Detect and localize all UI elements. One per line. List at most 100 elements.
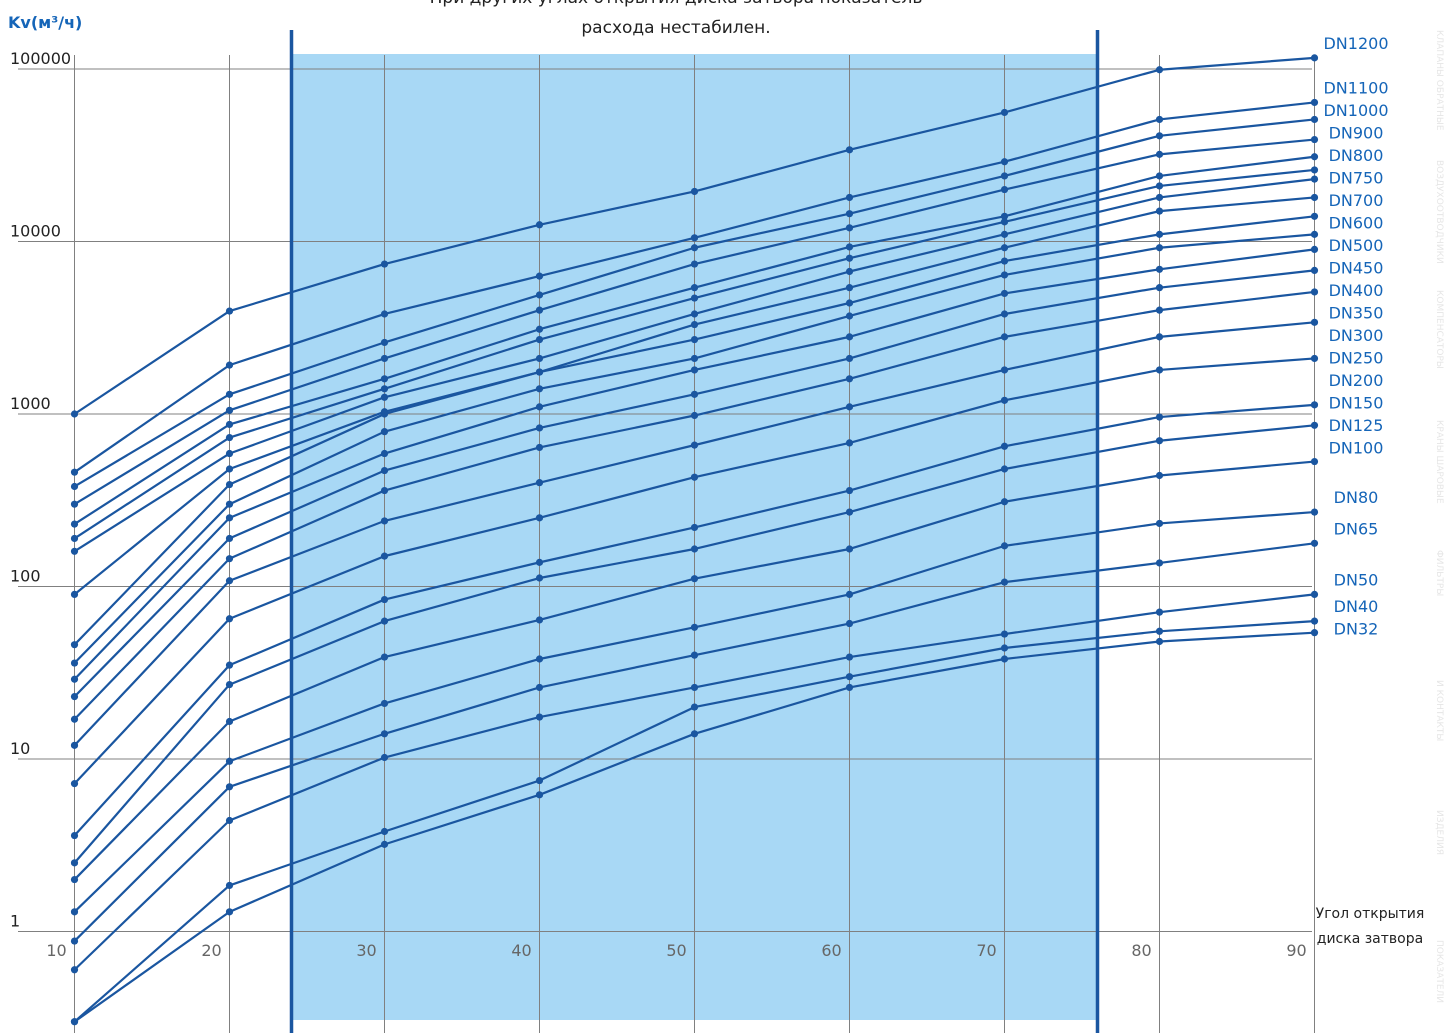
data-point-DN250-20	[225, 577, 234, 585]
data-point-DN500-80	[1155, 230, 1164, 238]
data-point-DN450-90	[1310, 230, 1319, 238]
data-point-DN50-80	[1155, 608, 1164, 616]
data-point-DN32-10	[70, 1018, 79, 1026]
data-point-DN800-30	[380, 375, 389, 383]
data-point-DN350-80	[1155, 284, 1164, 292]
series-label-DN350: DN350	[1329, 303, 1384, 322]
data-point-DN150-20	[225, 661, 234, 669]
data-point-DN350-50	[690, 390, 699, 398]
data-point-DN100-40	[535, 616, 544, 624]
data-point-DN40-20	[225, 881, 234, 890]
data-point-DN200-50	[690, 473, 699, 481]
data-point-DN600-50	[690, 320, 699, 329]
data-point-DN400-70	[1000, 289, 1009, 298]
data-point-DN1200-20	[225, 307, 234, 315]
data-point-DN32-50	[690, 730, 699, 738]
data-point-DN80-50	[690, 623, 699, 631]
data-point-DN1200-80	[1155, 66, 1164, 74]
data-point-DN250-80	[1155, 333, 1164, 341]
side-tab-4: КРАНЫ ШАРОВЫЕ	[1434, 420, 1444, 504]
data-point-DN700-70	[1000, 230, 1009, 238]
data-point-DN125-60	[845, 508, 854, 516]
data-point-DN750-90	[1310, 166, 1319, 174]
data-point-DN450-10	[70, 659, 79, 667]
data-point-DN40-30	[380, 827, 389, 836]
data-point-DN700-80	[1155, 193, 1164, 202]
data-point-DN80-10	[70, 908, 79, 916]
data-point-DN80-40	[535, 655, 544, 663]
side-tab-1: КЛАПАНЫ ОБРАТНЫЕ	[1434, 30, 1444, 131]
data-point-DN32-70	[1000, 655, 1009, 663]
data-point-DN450-40	[535, 385, 544, 393]
data-point-DN250-90	[1310, 318, 1319, 326]
data-point-DN200-70	[1000, 396, 1009, 404]
data-point-DN150-60	[845, 486, 854, 495]
series-label-DN800: DN800	[1329, 146, 1384, 165]
series-label-DN80: DN80	[1334, 488, 1379, 507]
data-point-DN600-20	[225, 465, 234, 473]
x-tick-label-80: 80	[1131, 941, 1151, 960]
data-point-DN800-70	[1000, 212, 1009, 220]
data-point-DN100-60	[845, 545, 854, 553]
series-label-DN65: DN65	[1334, 519, 1379, 538]
data-point-DN450-30	[380, 428, 389, 436]
data-point-DN350-60	[845, 354, 854, 363]
x-axis-title-line-1: Угол открытия	[1316, 906, 1425, 922]
data-point-DN750-80	[1155, 182, 1164, 190]
data-point-DN400-10	[70, 675, 79, 683]
data-point-DN300-60	[845, 375, 854, 383]
data-point-DN250-70	[1000, 366, 1009, 374]
data-point-DN500-30	[380, 410, 389, 418]
data-point-DN65-50	[690, 651, 699, 659]
data-point-DN200-10	[70, 780, 79, 788]
data-point-DN800-10	[70, 520, 79, 528]
data-point-DN800-90	[1310, 153, 1319, 161]
y-tick-label-10: 10	[10, 739, 30, 758]
data-point-DN400-50	[690, 366, 699, 374]
data-point-DN500-20	[225, 480, 234, 489]
x-tick-label-70: 70	[976, 941, 996, 960]
data-point-DN65-90	[1310, 539, 1319, 547]
y-tick-label-1000: 1000	[10, 394, 51, 413]
data-point-DN80-70	[1000, 542, 1009, 550]
data-point-DN450-70	[1000, 271, 1009, 279]
data-point-DN450-80	[1155, 244, 1164, 252]
data-point-DN300-20	[225, 555, 234, 563]
data-point-DN65-70	[1000, 578, 1009, 586]
data-point-DN125-80	[1155, 437, 1164, 445]
data-point-DN600-60	[845, 284, 854, 292]
data-point-DN500-60	[845, 299, 854, 307]
data-point-DN80-20	[225, 757, 234, 765]
data-point-DN800-80	[1155, 172, 1164, 180]
data-point-DN1000-30	[380, 338, 389, 347]
data-point-DN65-60	[845, 619, 854, 628]
data-point-DN350-90	[1310, 266, 1319, 274]
data-point-DN300-40	[535, 443, 544, 452]
series-label-DN400: DN400	[1329, 281, 1384, 300]
data-point-DN300-10	[70, 715, 79, 723]
data-point-DN200-40	[535, 514, 544, 522]
data-point-DN1200-40	[535, 221, 544, 229]
data-point-DN150-50	[690, 523, 699, 532]
data-point-DN700-50	[690, 310, 699, 318]
data-point-DN150-80	[1155, 413, 1164, 421]
data-point-DN1200-30	[380, 260, 389, 268]
data-point-DN40-50	[690, 703, 699, 711]
x-tick-label-10: 10	[46, 941, 66, 960]
x-tick-label-60: 60	[821, 941, 841, 960]
data-point-DN32-30	[380, 840, 389, 848]
data-point-DN200-20	[225, 615, 234, 623]
data-point-DN50-90	[1310, 590, 1319, 598]
data-point-DN1000-50	[690, 244, 699, 252]
data-point-DN300-50	[690, 411, 699, 420]
data-point-DN250-50	[690, 441, 699, 449]
data-point-DN400-20	[225, 514, 234, 522]
y-axis-title: Kv(м³/ч)	[8, 13, 82, 32]
data-point-DN400-80	[1155, 265, 1164, 273]
data-point-DN900-60	[845, 224, 854, 232]
data-point-DN250-10	[70, 741, 79, 749]
data-point-DN1100-40	[535, 272, 544, 280]
data-point-DN350-10	[70, 693, 79, 701]
data-point-DN125-70	[1000, 465, 1009, 473]
data-point-DN750-10	[70, 534, 79, 543]
